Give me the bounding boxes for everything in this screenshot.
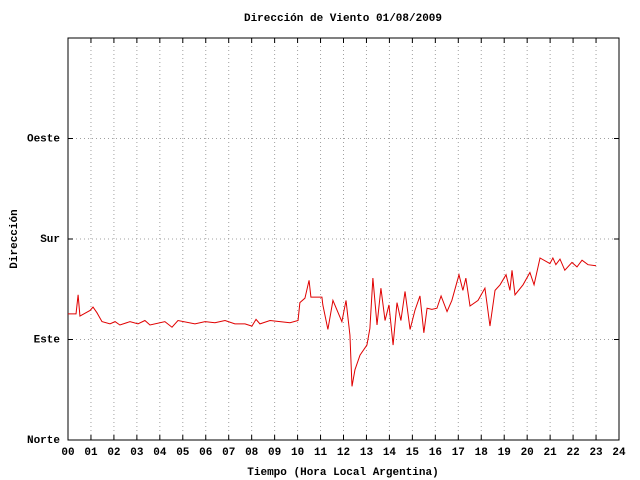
x-tick-label: 11: [314, 447, 328, 459]
x-tick-label: 07: [222, 447, 235, 459]
x-tick-label: 04: [153, 447, 167, 459]
x-tick-label: 00: [61, 447, 74, 459]
x-tick-label: 18: [475, 447, 489, 459]
x-tick-label: 13: [360, 447, 374, 459]
x-tick-label: 23: [589, 447, 603, 459]
x-tick-label: 10: [291, 447, 304, 459]
x-tick-label: 21: [544, 447, 558, 459]
y-tick-label: Oeste: [27, 133, 60, 145]
x-tick-label: 15: [406, 447, 420, 459]
data-line: [68, 256, 597, 387]
x-tick-label: 05: [176, 447, 190, 459]
x-tick-label: 01: [84, 447, 98, 459]
x-tick-label: 20: [521, 447, 534, 459]
x-tick-label: 24: [612, 447, 626, 459]
x-tick-label: 22: [566, 447, 579, 459]
x-tick-label: 14: [383, 447, 397, 459]
chart-title: Dirección de Viento 01/08/2009: [244, 13, 442, 25]
x-tick-label: 12: [337, 447, 350, 459]
x-tick-label: 03: [130, 447, 144, 459]
x-tick-label: 17: [452, 447, 465, 459]
x-tick-label: 09: [268, 447, 281, 459]
y-tick-label: Sur: [40, 234, 60, 246]
x-tick-label: 16: [429, 447, 442, 459]
x-tick-label: 08: [245, 447, 259, 459]
x-tick-label: 19: [498, 447, 511, 459]
y-tick-label: Norte: [27, 435, 60, 447]
y-tick-label: Este: [34, 334, 61, 346]
plot-frame: [67, 37, 620, 441]
x-tick-label: 02: [107, 447, 120, 459]
x-tick-label: 06: [199, 447, 212, 459]
x-axis-label: Tiempo (Hora Local Argentina): [247, 467, 438, 479]
y-axis-label: Dirección: [9, 209, 21, 268]
